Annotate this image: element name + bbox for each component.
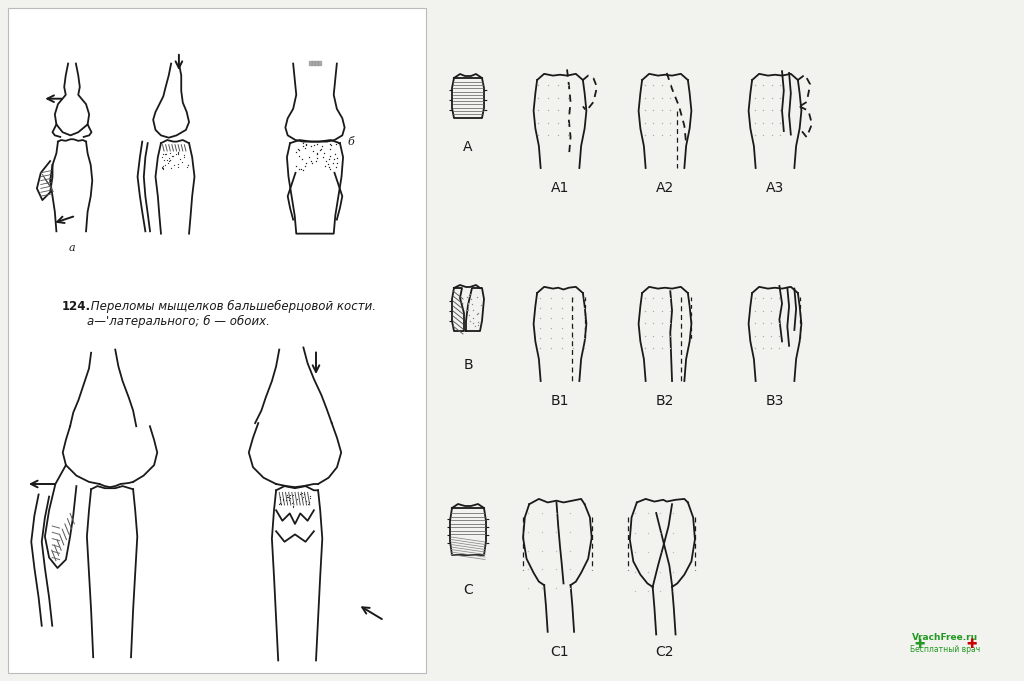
Text: B3: B3 bbox=[766, 394, 784, 408]
Text: Переломы мыщелков бальшеберцовой кости.
а—'латерального; б — обоих.: Переломы мыщелков бальшеберцовой кости. … bbox=[87, 300, 376, 328]
Text: б: б bbox=[348, 137, 354, 146]
Text: C1: C1 bbox=[551, 645, 569, 659]
Text: B1: B1 bbox=[551, 394, 569, 408]
Text: 124.: 124. bbox=[62, 300, 91, 313]
Text: а: а bbox=[69, 243, 76, 253]
FancyBboxPatch shape bbox=[8, 8, 426, 673]
Text: A: A bbox=[463, 140, 473, 154]
Text: VrachFree.ru: VrachFree.ru bbox=[912, 633, 978, 642]
Text: ✚: ✚ bbox=[967, 637, 977, 650]
Text: C: C bbox=[463, 583, 473, 597]
Text: A1: A1 bbox=[551, 181, 569, 195]
Text: B: B bbox=[463, 358, 473, 372]
Text: A3: A3 bbox=[766, 181, 784, 195]
Text: A2: A2 bbox=[656, 181, 674, 195]
Text: ✚: ✚ bbox=[914, 637, 926, 650]
Text: C2: C2 bbox=[655, 645, 674, 659]
Text: B2: B2 bbox=[655, 394, 674, 408]
Text: Бесплатный врач: Бесплатный врач bbox=[910, 646, 980, 654]
